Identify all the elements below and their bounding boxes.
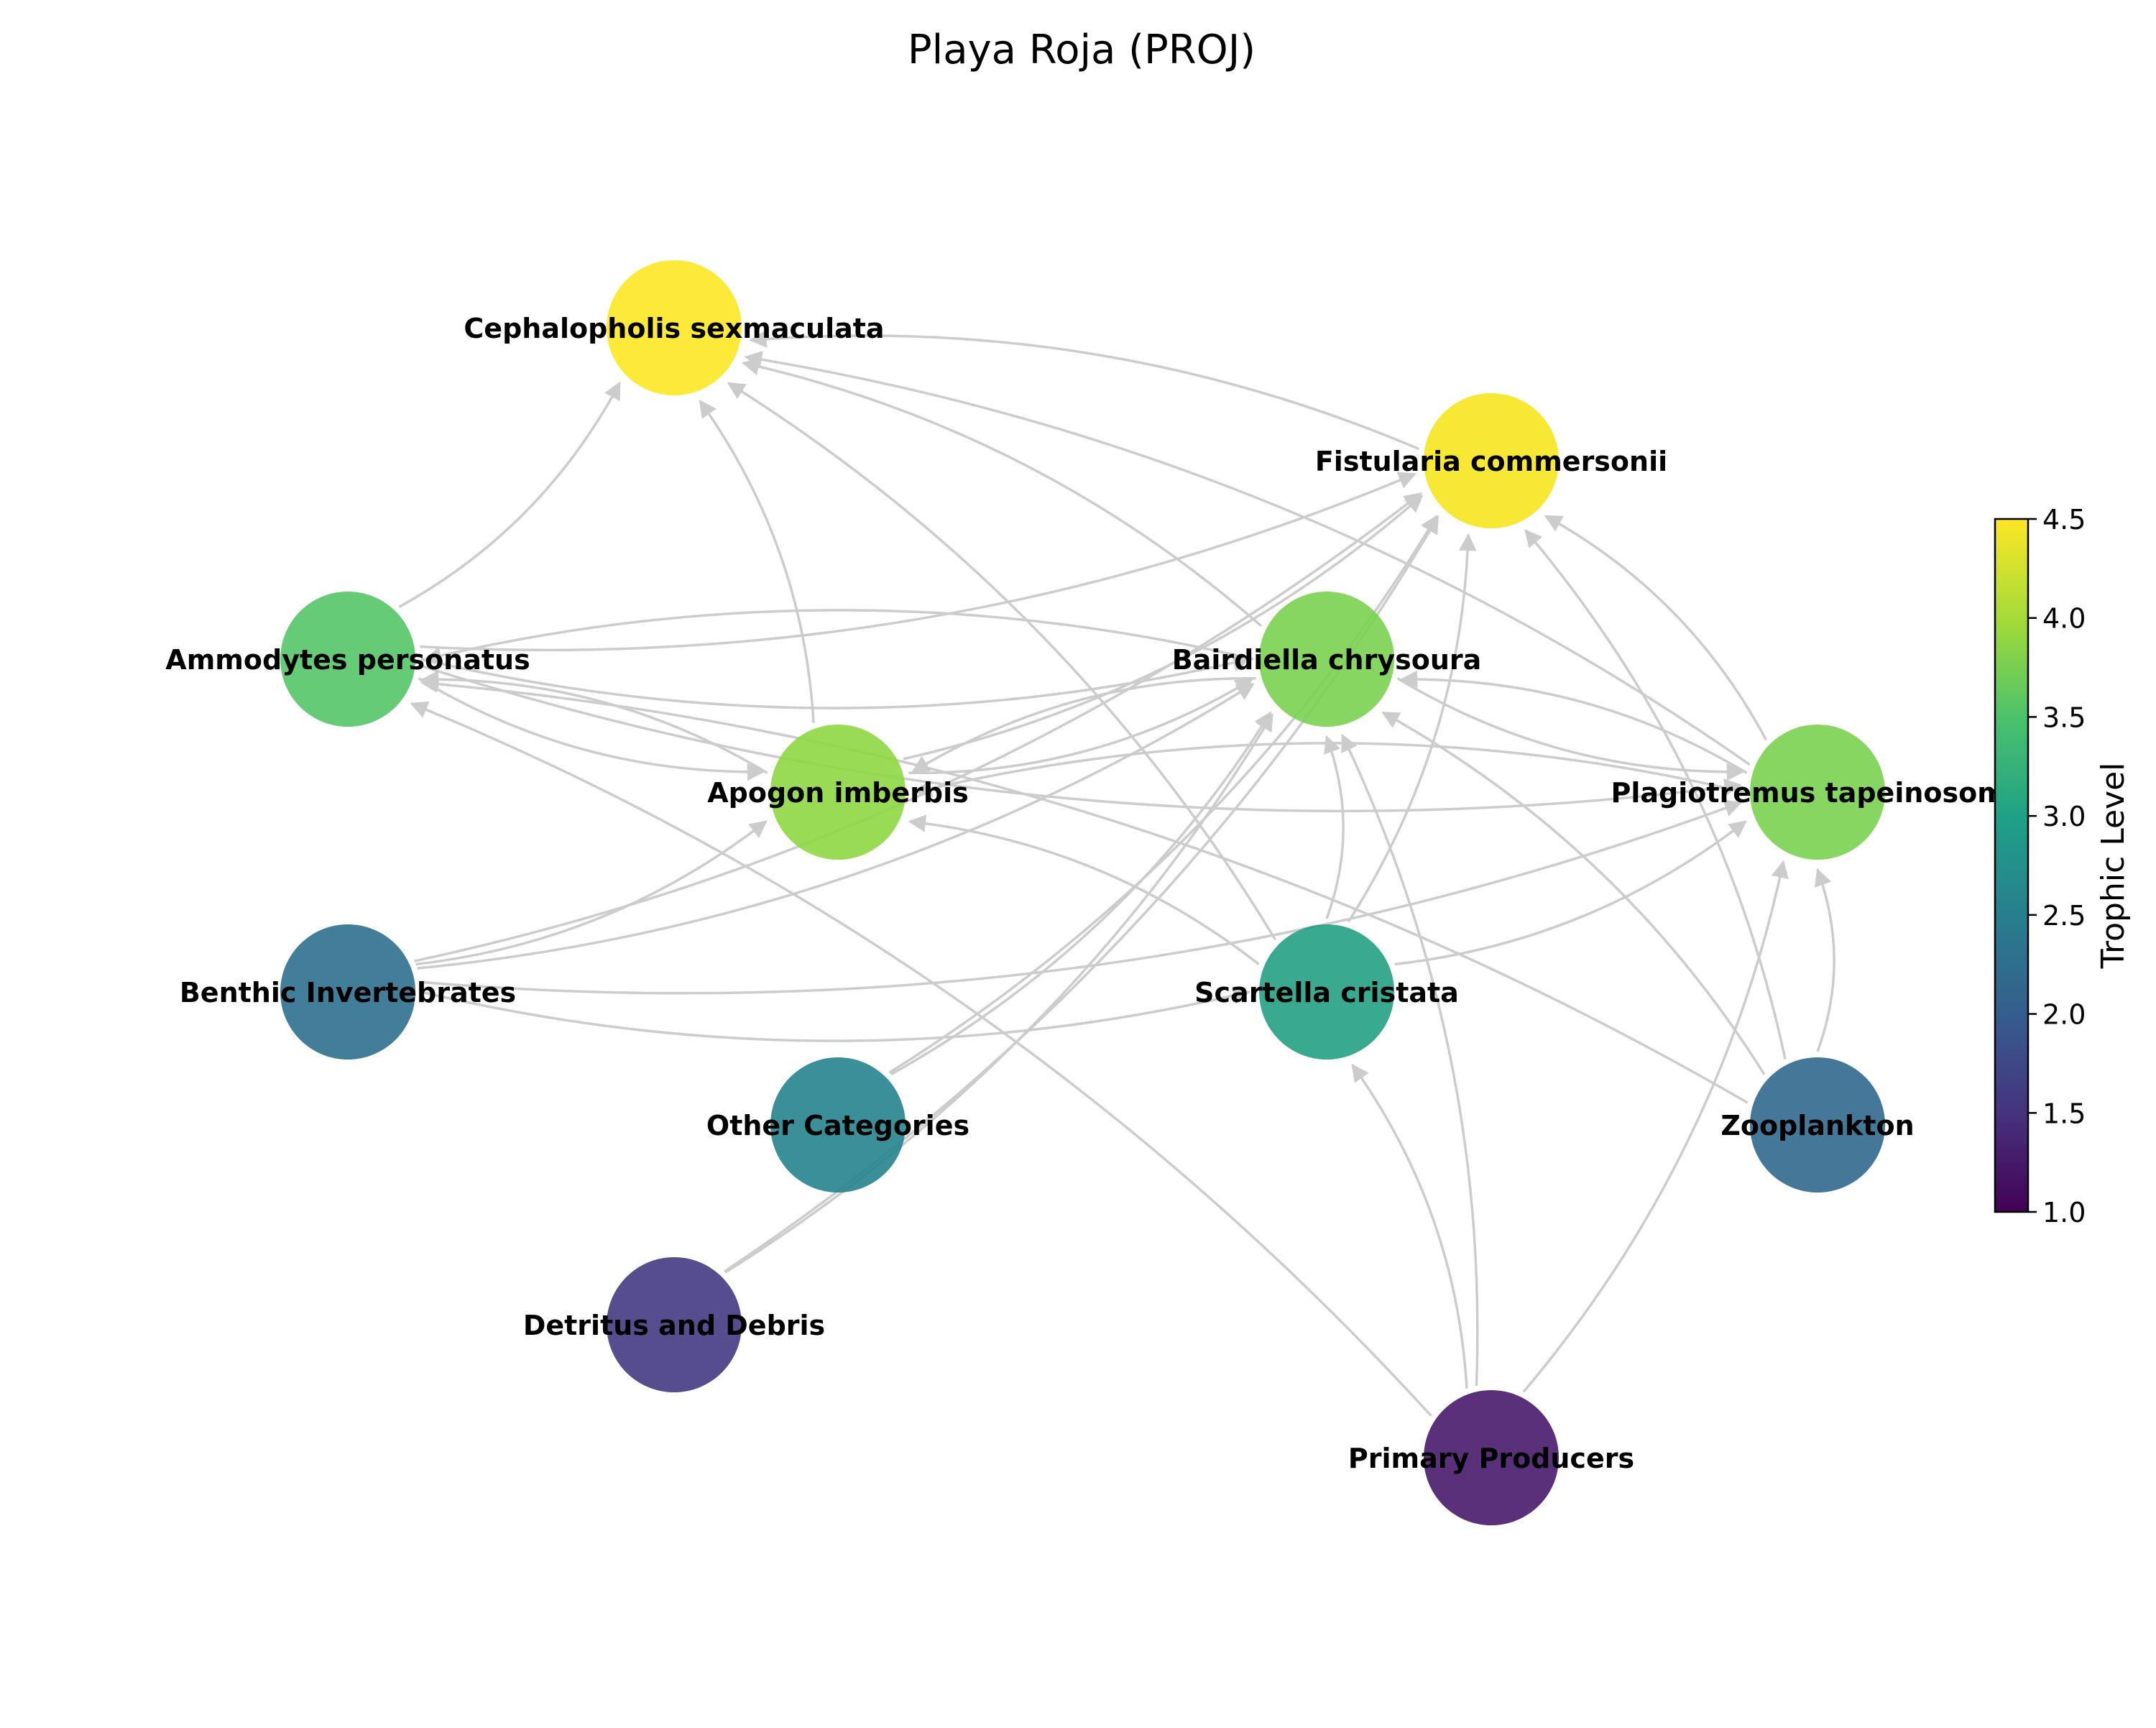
- labels-layer: Cephalopholis sexmaculata Fistularia comm…: [165, 313, 2024, 1474]
- node-scartella: [1259, 924, 1394, 1060]
- edge-ammodytes-to-plagiotremus: [420, 664, 1742, 813]
- edge-benthic-to-fistularia: [414, 492, 1422, 962]
- node-label-primary: Primary Producers: [1348, 1443, 1634, 1474]
- edge-scartella-to-apogon: [908, 814, 1260, 965]
- edge-plagiotremus-to-bairdiella: [1399, 670, 1748, 774]
- node-label-plagiotremus: Plagiotremus tapeinosoma: [1611, 777, 2024, 809]
- colorbar-tick-label: 1.0: [2042, 1197, 2086, 1228]
- edge-plagiotremus-to-apogon: [913, 742, 1745, 797]
- node-primary: [1424, 1390, 1559, 1525]
- edge-bairdiella-to-cephalopholis: [741, 357, 1263, 628]
- node-label-ammodytes: Ammodytes personatus: [165, 644, 530, 676]
- edge-benthic-to-bairdiella: [417, 683, 1255, 970]
- edge-scartella-to-plagiotremus: [1394, 820, 1747, 966]
- edge-ammodytes-to-bairdiella: [420, 654, 1251, 709]
- chart-title: Playa Roja (PROJ): [908, 27, 1256, 73]
- edge-ammodytes-to-apogon: [418, 677, 765, 781]
- edge-apogon-to-ammodytes: [420, 670, 768, 774]
- node-label-fistularia: Fistularia commersonii: [1315, 446, 1667, 477]
- edge-apogon-to-bairdiella: [908, 678, 1253, 774]
- node-label-scartella: Scartella cristata: [1194, 977, 1459, 1008]
- node-label-apogon: Apogon imberbis: [707, 777, 969, 809]
- edge-plagiotremus-to-cephalopholis: [744, 351, 1751, 766]
- node-fistularia: [1424, 393, 1559, 528]
- edge-primary-to-ammodytes: [410, 701, 1432, 1417]
- node-label-zooplankton: Zooplankton: [1720, 1110, 1914, 1141]
- edges-layer: [398, 330, 1835, 1417]
- edge-primary-to-scartella: [1351, 1063, 1468, 1389]
- edge-zooplankton-to-fistularia: [1524, 529, 1787, 1060]
- colorbar-ticks: 1.0 1.5 2.0 2.5 3.0 3.5 4.0 4.5: [2028, 504, 2086, 1228]
- node-label-bairdiella: Bairdiella chrysoura: [1172, 644, 1482, 676]
- edge-benthic-to-scartella: [420, 987, 1251, 1042]
- colorbar-tick-label: 3.5: [2042, 702, 2086, 733]
- node-ammodytes: [280, 592, 415, 727]
- edge-bairdiella-to-apogon: [911, 677, 1256, 773]
- node-label-detritus: Detritus and Debris: [523, 1310, 825, 1341]
- edge-ammodytes-to-fistularia: [420, 472, 1416, 652]
- edge-apogon-to-cephalopholis: [699, 399, 815, 723]
- colorbar-gradient: [1994, 518, 2030, 1213]
- edge-primary-to-plagiotremus: [1522, 860, 1789, 1393]
- edge-benthic-to-plagiotremus: [420, 799, 1743, 995]
- node-bairdiella: [1259, 592, 1394, 727]
- edge-scartella-to-bairdiella: [1324, 735, 1345, 919]
- colorbar-tick-label: 2.0: [2042, 999, 2086, 1031]
- edge-other-to-bairdiella: [890, 711, 1272, 1076]
- node-detritus: [607, 1257, 742, 1392]
- edge-zooplankton-to-ammodytes: [420, 675, 1749, 1104]
- node-other: [770, 1057, 906, 1192]
- edge-fistularia-to-cephalopholis: [749, 330, 1420, 451]
- edge-zooplankton-to-bairdiella: [1381, 711, 1766, 1075]
- nodes-layer: [280, 260, 1885, 1525]
- edge-primary-to-bairdiella: [1341, 733, 1479, 1387]
- edge-bairdiella-to-ammodytes: [423, 609, 1254, 664]
- node-zooplankton: [1750, 1057, 1885, 1192]
- node-benthic: [280, 924, 415, 1060]
- colorbar-tick-label: 1.5: [2042, 1098, 2086, 1129]
- colorbar-tick-label: 4.5: [2042, 504, 2086, 536]
- colorbar: 1.0 1.5 2.0 2.5 3.0 3.5 4.0 4.5 Trophic Level: [1994, 504, 2132, 1228]
- edge-plagiotremus-to-fistularia: [1544, 515, 1767, 741]
- edge-scartella-to-fistularia: [1347, 533, 1477, 923]
- colorbar-tick-label: 4.0: [2042, 603, 2086, 635]
- node-label-cephalopholis: Cephalopholis sexmaculata: [464, 313, 884, 344]
- node-label-other: Other Categories: [706, 1110, 969, 1141]
- edge-detritus-to-bairdiella: [724, 713, 1273, 1274]
- node-apogon: [770, 725, 906, 860]
- edge-bairdiella-to-plagiotremus: [1396, 677, 1745, 781]
- edge-scartella-to-cephalopholis: [727, 382, 1277, 941]
- node-plagiotremus: [1750, 725, 1885, 860]
- node-cephalopholis: [607, 260, 742, 395]
- edge-ammodytes-to-cephalopholis: [398, 381, 621, 608]
- colorbar-label: Trophic Level: [2095, 763, 2132, 970]
- node-label-benthic: Benthic Invertebrates: [180, 977, 516, 1008]
- edge-zooplankton-to-plagiotremus: [1815, 868, 1835, 1052]
- colorbar-tick-label: 3.0: [2042, 801, 2086, 832]
- colorbar-tick-label: 2.5: [2042, 900, 2086, 932]
